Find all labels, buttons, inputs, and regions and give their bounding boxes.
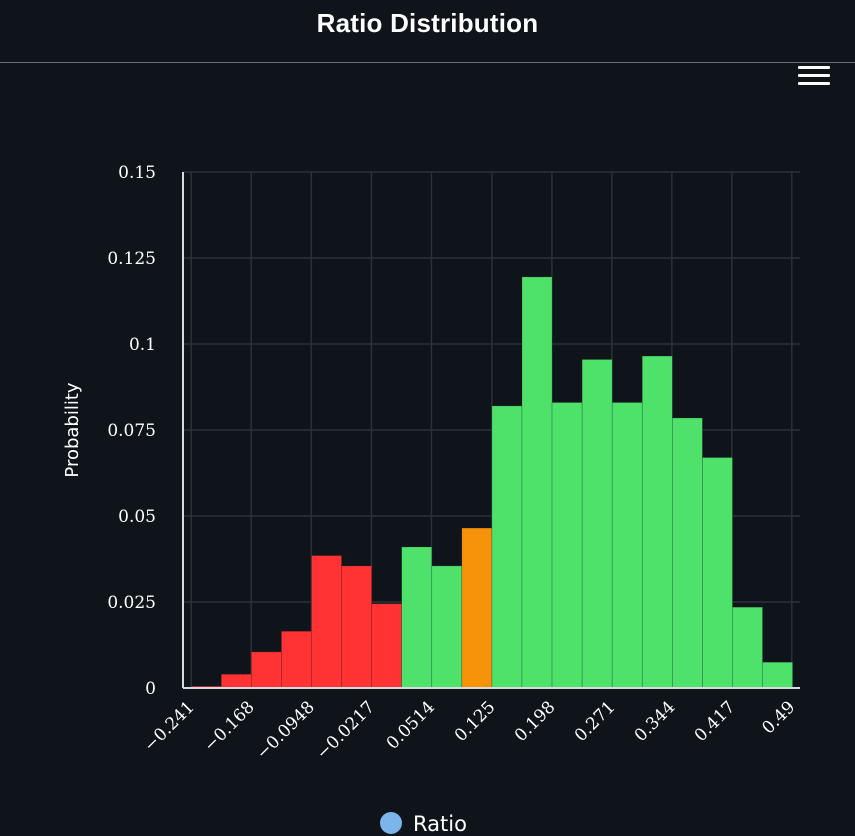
legend-marker-icon <box>380 812 402 834</box>
x-tick-label: 0.344 <box>631 697 680 746</box>
histogram-bar <box>672 417 703 689</box>
chart-header: Ratio Distribution <box>0 0 855 63</box>
menu-line <box>798 82 830 85</box>
histogram-bar <box>702 457 733 689</box>
histogram-bar <box>491 405 523 689</box>
y-tick-label: 0 <box>145 679 156 699</box>
histogram-bar <box>401 546 433 689</box>
y-tick-label: 0.15 <box>118 163 156 183</box>
histogram-bar <box>311 555 342 689</box>
x-tick-label: 0.0514 <box>383 697 439 753</box>
histogram-bar <box>341 565 372 689</box>
histogram-bar <box>611 402 643 689</box>
x-tick-label: −0.168 <box>200 697 259 756</box>
y-tick-labels: 0 0.025 0.05 0.075 0.1 0.125 0.15 <box>107 163 156 699</box>
histogram-bar <box>732 606 763 689</box>
histogram-bars <box>190 276 793 689</box>
histogram-bar <box>220 673 252 689</box>
x-tick-labels: −0.241 −0.168−0.0948−0.0217 0.0514 0.125 0.1… <box>140 697 799 763</box>
menu-line <box>798 74 830 77</box>
histogram-bar <box>461 527 493 689</box>
hamburger-menu-icon[interactable] <box>796 62 832 88</box>
y-tick-label: 0.025 <box>107 593 156 613</box>
x-tick-label: −0.0948 <box>253 697 319 763</box>
chart-title: Ratio Distribution <box>316 8 539 38</box>
x-tick-label: 0.271 <box>571 697 620 746</box>
histogram-bar <box>551 402 583 689</box>
x-tick-label: −0.0217 <box>313 697 379 763</box>
y-tick-label: 0.125 <box>107 249 156 269</box>
x-tick-label: −0.241 <box>140 697 199 756</box>
legend-label: Ratio <box>413 812 467 836</box>
y-tick-label: 0.1 <box>129 335 156 355</box>
y-axis-label: Probability <box>62 382 83 477</box>
axes <box>182 172 800 689</box>
histogram-bar <box>281 630 312 689</box>
x-tick-label: 0.198 <box>511 697 560 746</box>
histogram-bar <box>251 651 282 689</box>
histogram-bar <box>521 276 553 689</box>
x-tick-label: 0.49 <box>758 697 799 738</box>
histogram-bar <box>641 355 673 689</box>
histogram-bar <box>762 661 793 689</box>
x-tick-label: 0.125 <box>451 697 500 746</box>
y-tick-label: 0.075 <box>107 421 156 441</box>
legend[interactable]: Ratio <box>380 812 467 836</box>
y-tick-label: 0.05 <box>118 507 156 527</box>
histogram-bar <box>371 603 403 689</box>
histogram-bar <box>431 565 463 689</box>
menu-line <box>798 66 830 69</box>
x-tick-label: 0.417 <box>691 697 740 746</box>
histogram-bar <box>581 359 613 689</box>
